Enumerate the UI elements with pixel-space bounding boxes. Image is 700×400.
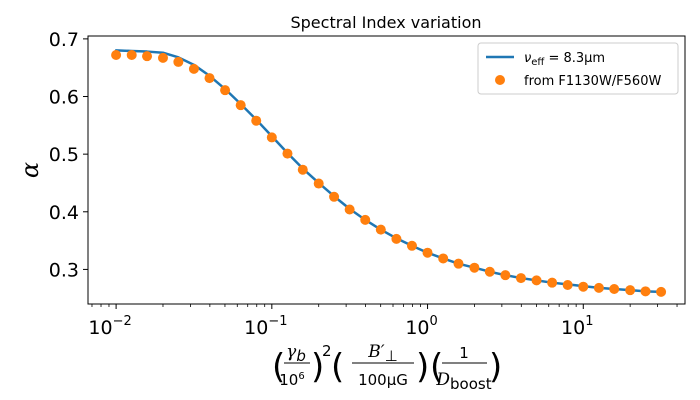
- legend-point-swatch: [495, 75, 505, 85]
- data-point: [625, 285, 636, 296]
- data-point: [173, 56, 184, 67]
- legend-entry-line-sub: eff: [531, 57, 545, 68]
- x-tick-label-base: 10: [244, 317, 268, 339]
- data-point: [391, 233, 402, 244]
- x-tick-label: 100: [405, 314, 437, 339]
- data-point: [438, 253, 449, 264]
- data-point: [422, 247, 433, 258]
- xlabel-paren-open-3: (: [430, 347, 443, 387]
- data-point: [297, 164, 308, 175]
- data-point: [547, 277, 558, 288]
- x-tick-label-exp: −1: [268, 314, 287, 329]
- x-tick-label-exp: 1: [585, 314, 593, 329]
- xlabel-frac2-den: 100μG: [358, 371, 408, 389]
- data-point: [360, 214, 371, 225]
- xlabel-square: 2: [322, 342, 332, 360]
- xlabel-frac3-num: 1: [459, 344, 469, 362]
- xlabel-paren-close-1: ): [311, 347, 324, 387]
- data-point: [313, 178, 324, 189]
- xlabel-frac2-num: B′⊥: [367, 342, 397, 365]
- y-tick-label: 0.5: [49, 144, 79, 166]
- y-tick-label: 0.4: [49, 202, 79, 224]
- data-point: [126, 50, 137, 61]
- legend-entry-points: from F1130W/F560W: [524, 74, 661, 89]
- data-point: [562, 279, 573, 290]
- xlabel-paren-open-2: (: [331, 347, 344, 387]
- data-point: [500, 270, 511, 281]
- x-tick-label-base: 10: [88, 317, 112, 339]
- x-tick-label-base: 10: [405, 317, 429, 339]
- axis-ticks: 0.30.40.50.60.710−2 10−1 100 101: [49, 29, 678, 339]
- x-tick-label-exp: 0: [430, 314, 438, 329]
- x-tick-label: 10−1: [244, 314, 287, 339]
- legend-entry-line-text: = 8.3μm: [544, 51, 605, 66]
- legend-box: [477, 42, 679, 95]
- y-tick-label: 0.6: [49, 87, 79, 109]
- data-point: [593, 282, 604, 293]
- data-point: [531, 275, 542, 286]
- data-point: [406, 240, 417, 251]
- x-tick-label: 101: [561, 314, 593, 339]
- xlabel-paren-open-1: (: [272, 347, 285, 387]
- legend: νeff = 8.3μm from F1130W/F560W: [477, 42, 679, 95]
- data-point: [609, 284, 620, 295]
- data-point: [266, 132, 277, 143]
- data-point: [578, 281, 589, 292]
- x-tick-label-base: 10: [561, 317, 585, 339]
- data-point: [142, 51, 153, 62]
- chart-title: Spectral Index variation: [290, 13, 481, 32]
- data-point: [111, 50, 122, 61]
- xlabel-frac1-den: 106: [279, 371, 304, 389]
- data-point: [220, 85, 231, 96]
- data-point: [640, 286, 651, 297]
- data-point: [251, 115, 262, 126]
- x-tick-label: 10−2: [88, 314, 131, 339]
- y-tick-label: 0.7: [49, 29, 79, 51]
- data-point: [375, 224, 386, 235]
- legend-entry-line: νeff = 8.3μm: [524, 51, 605, 68]
- data-point: [484, 266, 495, 277]
- data-point: [188, 63, 199, 74]
- x-axis-label: ( γb 106 ) 2 ( B′⊥ 100μG ) ( 1 Dboost ): [272, 342, 502, 393]
- y-axis-label: α: [16, 162, 44, 178]
- data-point: [515, 273, 526, 284]
- data-point: [235, 100, 246, 111]
- data-point: [469, 262, 480, 273]
- data-point: [157, 52, 168, 63]
- data-point: [453, 258, 464, 269]
- xlabel-paren-close-2: ): [416, 347, 429, 387]
- y-tick-label: 0.3: [49, 259, 79, 281]
- data-point: [329, 191, 340, 202]
- xlabel-frac3-den: Dboost: [435, 370, 491, 393]
- xlabel-paren-close-3: ): [489, 347, 502, 387]
- data-point: [204, 73, 215, 84]
- plot-area-frame: [87, 35, 686, 305]
- xlabel-frac1-num: γb: [286, 342, 306, 365]
- series-points-group: [111, 50, 667, 297]
- data-point: [282, 148, 293, 159]
- data-point: [656, 286, 667, 297]
- legend-entry-line-prefix: ν: [524, 51, 531, 66]
- data-point: [344, 204, 355, 215]
- x-tick-label-exp: −2: [113, 314, 132, 329]
